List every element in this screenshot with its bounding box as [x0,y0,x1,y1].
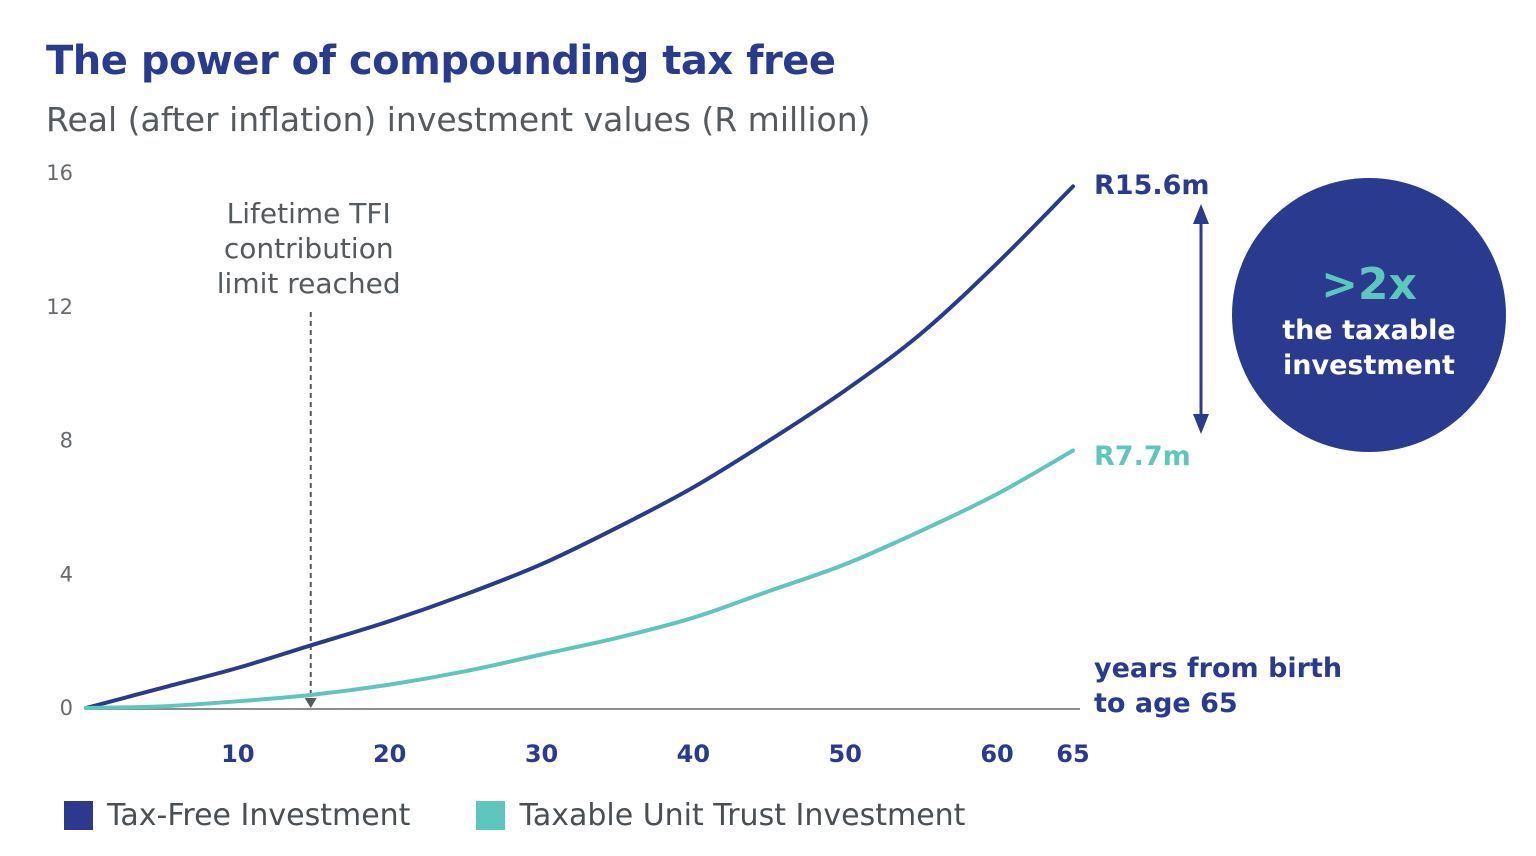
chart-subtitle: Real (after inflation) investment values… [46,100,871,139]
y-tick-label: 0 [60,696,73,720]
badge-circle [1232,178,1506,452]
limit-arrowhead [304,698,317,708]
badge-multiplier-text: >2x [1321,259,1417,310]
x-axis-title-line: to age 65 [1094,688,1238,719]
x-axis-title: years from birth to age 65 [1094,653,1342,719]
limit-annotation-text: Lifetime TFI [227,197,391,230]
badge-caption-text: the taxable [1282,315,1456,346]
badge-caption-text: investment [1283,350,1455,381]
legend-swatch-tax-free [64,801,93,830]
difference-arrow-head-bottom [1193,414,1209,434]
y-tick-label: 8 [60,429,73,453]
chart-title: The power of compounding tax free [46,38,836,84]
end-label-taxable: R7.7m [1094,441,1191,472]
y-tick-label: 12 [46,295,73,319]
x-tick-label: 60 [980,740,1013,768]
legend-label-taxable: Taxable Unit Trust Investment [519,798,966,833]
tax-free-series-line [84,184,1075,710]
taxable-series-line [84,448,1075,710]
x-axis: 10 20 30 40 50 60 65 [221,740,1090,768]
limit-annotation-text: contribution [224,232,394,265]
legend-item-tax-free: Tax-Free Investment [64,798,410,833]
y-axis: 0 4 8 12 16 [46,161,73,720]
x-tick-label: 65 [1056,740,1089,768]
legend-label-tax-free: Tax-Free Investment [107,798,411,833]
end-label-tax-free: R15.6m [1094,170,1210,201]
x-tick-label: 10 [221,740,254,768]
x-tick-label: 40 [677,740,710,768]
difference-arrow-head-top [1193,204,1209,224]
legend-swatch-taxable [476,801,506,830]
x-tick-label: 20 [373,740,406,768]
series-lines [84,184,1075,710]
limit-annotation-text: limit reached [217,267,401,300]
difference-arrow [1193,204,1209,434]
y-tick-label: 4 [60,562,73,586]
multiplier-badge: >2x the taxable investment [1232,178,1506,452]
chart-canvas: 0 4 8 12 16 10 20 30 40 50 60 65 Lifetime TFIcontr… [46,161,1506,768]
y-tick-label: 16 [46,161,73,185]
legend: Tax-Free Investment Taxable Unit Trust I… [64,798,1031,833]
end-labels: R15.6m R7.7m [1094,170,1210,472]
x-tick-label: 50 [829,740,862,768]
legend-item-taxable: Taxable Unit Trust Investment [476,798,965,833]
x-axis-title-line: years from birth [1094,653,1342,684]
x-tick-label: 30 [525,740,558,768]
